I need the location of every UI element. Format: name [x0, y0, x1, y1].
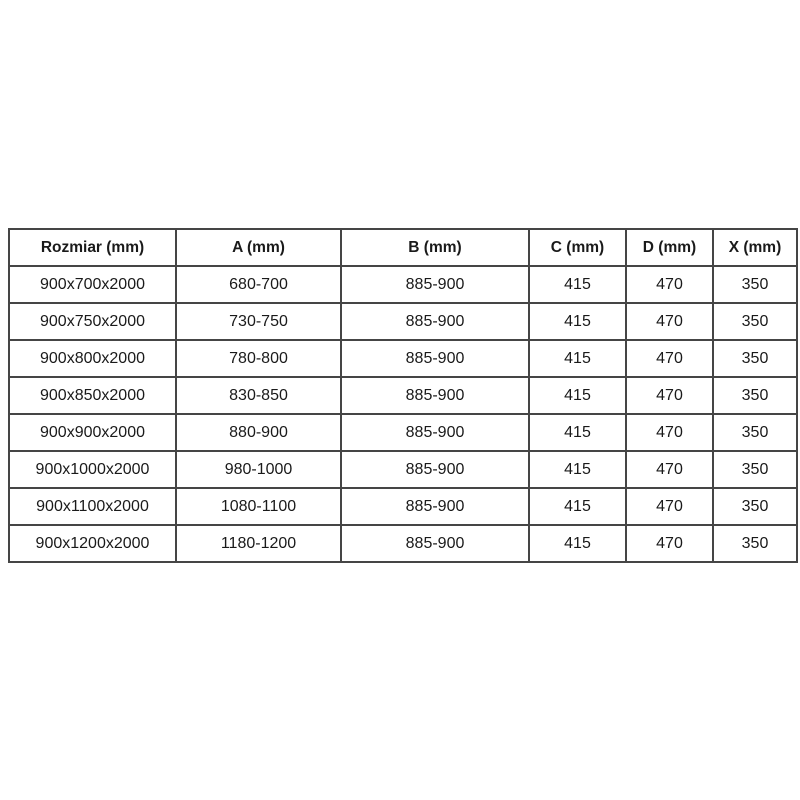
- table-cell: 885-900: [340, 487, 530, 526]
- table-row: 900x900x2000 880-900 885-900 415 470 350: [8, 413, 798, 452]
- table-cell: 1080-1100: [175, 487, 342, 526]
- table-cell: 415: [528, 265, 627, 304]
- table-cell: 350: [712, 487, 798, 526]
- table-cell: 470: [625, 339, 714, 378]
- table-cell: 470: [625, 450, 714, 489]
- table-row: 900x1200x2000 1180-1200 885-900 415 470 …: [8, 524, 798, 563]
- table-cell: 980-1000: [175, 450, 342, 489]
- table-cell: 900x750x2000: [8, 302, 177, 341]
- table-cell: 730-750: [175, 302, 342, 341]
- table-cell: 415: [528, 302, 627, 341]
- header-cell-b: B (mm): [340, 228, 530, 267]
- table-row: 900x850x2000 830-850 885-900 415 470 350: [8, 376, 798, 415]
- table-row: 900x1100x2000 1080-1100 885-900 415 470 …: [8, 487, 798, 526]
- table-cell: 780-800: [175, 339, 342, 378]
- table-cell: 470: [625, 524, 714, 563]
- table-row: 900x700x2000 680-700 885-900 415 470 350: [8, 265, 798, 304]
- table-cell: 415: [528, 376, 627, 415]
- table-cell: 350: [712, 302, 798, 341]
- table-cell: 900x1200x2000: [8, 524, 177, 563]
- table-cell: 900x1000x2000: [8, 450, 177, 489]
- table-cell: 885-900: [340, 524, 530, 563]
- table-cell: 900x700x2000: [8, 265, 177, 304]
- table-row: 900x750x2000 730-750 885-900 415 470 350: [8, 302, 798, 341]
- table-cell: 885-900: [340, 339, 530, 378]
- table-cell: 900x800x2000: [8, 339, 177, 378]
- table-row: 900x1000x2000 980-1000 885-900 415 470 3…: [8, 450, 798, 489]
- table-cell: 830-850: [175, 376, 342, 415]
- header-cell-a: A (mm): [175, 228, 342, 267]
- header-cell-d: D (mm): [625, 228, 714, 267]
- header-cell-c: C (mm): [528, 228, 627, 267]
- table-cell: 885-900: [340, 265, 530, 304]
- size-table-container: Rozmiar (mm) A (mm) B (mm) C (mm) D (mm)…: [8, 228, 798, 563]
- table-cell: 350: [712, 339, 798, 378]
- table-cell: 350: [712, 524, 798, 563]
- table-cell: 350: [712, 376, 798, 415]
- table-cell: 900x850x2000: [8, 376, 177, 415]
- table-cell: 885-900: [340, 302, 530, 341]
- table-cell: 415: [528, 413, 627, 452]
- table-cell: 350: [712, 265, 798, 304]
- header-cell-x: X (mm): [712, 228, 798, 267]
- table-cell: 900x900x2000: [8, 413, 177, 452]
- table-cell: 415: [528, 487, 627, 526]
- header-row: Rozmiar (mm) A (mm) B (mm) C (mm) D (mm)…: [8, 228, 798, 267]
- table-cell: 470: [625, 413, 714, 452]
- table-cell: 885-900: [340, 413, 530, 452]
- table-cell: 880-900: [175, 413, 342, 452]
- table-cell: 1180-1200: [175, 524, 342, 563]
- size-dimensions-table: Rozmiar (mm) A (mm) B (mm) C (mm) D (mm)…: [8, 228, 798, 563]
- table-cell: 415: [528, 339, 627, 378]
- table-cell: 350: [712, 413, 798, 452]
- table-cell: 470: [625, 487, 714, 526]
- table-row: 900x800x2000 780-800 885-900 415 470 350: [8, 339, 798, 378]
- header-cell-rozmiar: Rozmiar (mm): [8, 228, 177, 267]
- table-cell: 680-700: [175, 265, 342, 304]
- table-cell: 470: [625, 302, 714, 341]
- table-cell: 470: [625, 265, 714, 304]
- table-cell: 470: [625, 376, 714, 415]
- table-cell: 415: [528, 524, 627, 563]
- table-cell: 415: [528, 450, 627, 489]
- table-cell: 900x1100x2000: [8, 487, 177, 526]
- table-cell: 885-900: [340, 376, 530, 415]
- table-cell: 350: [712, 450, 798, 489]
- table-cell: 885-900: [340, 450, 530, 489]
